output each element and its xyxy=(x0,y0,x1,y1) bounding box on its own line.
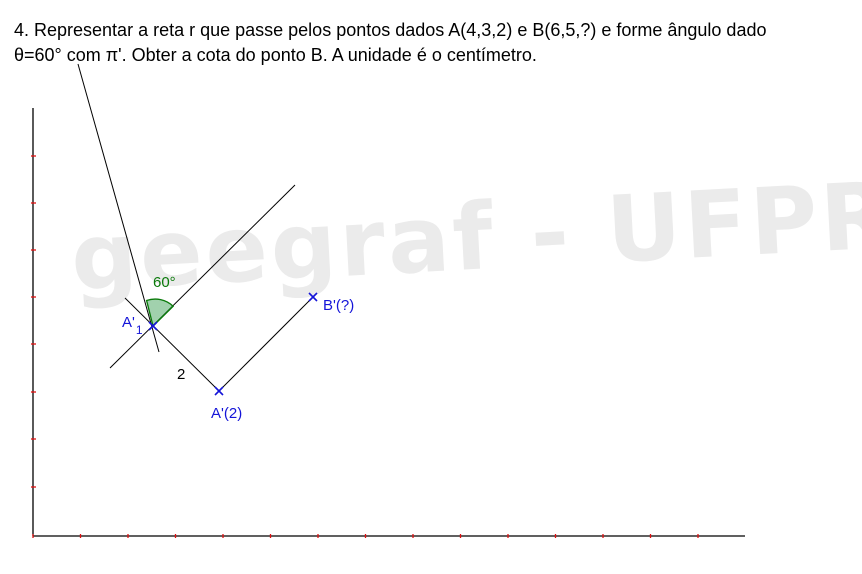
point-b-prime-label: B'(?) xyxy=(323,297,354,314)
point-a-prime-label: A'(2) xyxy=(211,405,242,422)
point-a1-label-main: A' xyxy=(122,314,135,331)
distance-label: 2 xyxy=(177,366,185,383)
problem-line-1: 4. Representar a reta r que passe pelos … xyxy=(14,20,767,40)
angle-label: 60° xyxy=(153,274,176,291)
problem-line-2: θ=60° com π'. Obter a cota do ponto B. A… xyxy=(14,45,537,65)
segment-a-b xyxy=(218,296,314,392)
problem-statement: 4. Representar a reta r que passe pelos … xyxy=(14,18,814,68)
point-a-prime-marker xyxy=(214,386,224,396)
point-a1-marker xyxy=(148,321,158,331)
vertical-axis-ticks xyxy=(31,155,36,488)
perpendicular-line xyxy=(124,297,220,392)
parallel-line xyxy=(109,184,296,369)
sixty-degree-line xyxy=(77,63,160,353)
point-a1-label: A'1 xyxy=(122,314,143,337)
point-a1-label-subscript: 1 xyxy=(136,323,143,337)
point-b-prime-marker xyxy=(308,292,318,302)
horizontal-axis-ticks xyxy=(32,534,699,538)
angle-sector xyxy=(145,298,175,328)
